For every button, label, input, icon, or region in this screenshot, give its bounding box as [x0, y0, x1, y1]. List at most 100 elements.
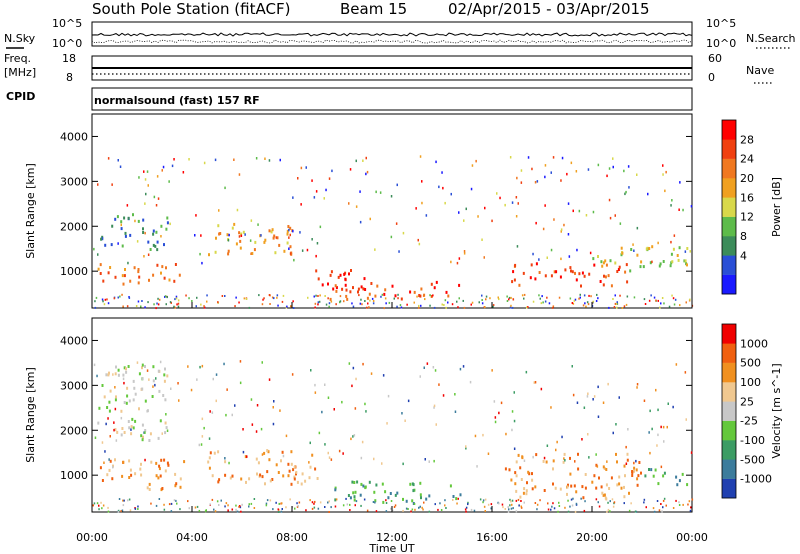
- clutter-cell: [317, 301, 320, 304]
- data-cell: [452, 495, 455, 498]
- sparse-cell: [260, 234, 262, 237]
- data-cell: [535, 262, 538, 266]
- data-cell: [167, 463, 170, 467]
- clutter-cell: [551, 505, 553, 508]
- sparse-cell: [351, 384, 353, 388]
- clutter-cell: [439, 502, 441, 505]
- data-cell: [231, 226, 234, 230]
- sparse-cell: [662, 164, 664, 167]
- sparse-cell: [456, 261, 459, 265]
- data-cell: [148, 488, 151, 491]
- clutter-cell: [342, 504, 345, 507]
- data-cell: [591, 480, 594, 484]
- clutter-cell: [498, 298, 500, 301]
- clutter-cell: [583, 509, 586, 512]
- sparse-cell: [560, 179, 562, 182]
- clutter-cell: [239, 506, 242, 509]
- clutter-cell: [501, 503, 504, 506]
- sparse-cell: [396, 183, 398, 187]
- data-cell: [544, 274, 547, 278]
- clutter-cell: [106, 298, 108, 301]
- data-cell: [662, 260, 665, 263]
- data-cell: [133, 386, 136, 390]
- sparse-cell: [113, 428, 115, 432]
- sparse-cell: [148, 378, 150, 381]
- data-cell: [525, 492, 528, 496]
- data-cell: [155, 461, 158, 465]
- clutter-cell: [407, 508, 409, 510]
- data-cell: [140, 434, 143, 438]
- clutter-cell: [188, 297, 190, 300]
- data-cell: [129, 279, 132, 283]
- sparse-cell: [200, 234, 202, 237]
- colorbar-label: Velocity [m s^-1]: [770, 363, 783, 458]
- sparse-cell: [107, 417, 109, 420]
- sparse-cell: [238, 173, 241, 176]
- sparse-cell: [136, 361, 139, 364]
- clutter-cell: [98, 508, 100, 511]
- clutter-cell: [490, 503, 493, 506]
- data-cell: [141, 387, 144, 391]
- data-cell: [344, 277, 347, 281]
- sparse-cell: [285, 434, 288, 438]
- data-cell: [376, 284, 379, 288]
- sparse-cell: [570, 161, 573, 165]
- clutter-cell: [265, 502, 268, 505]
- clutter-cell: [523, 297, 525, 300]
- clutter-cell: [335, 498, 338, 501]
- data-cell: [271, 478, 274, 481]
- data-cell: [98, 406, 101, 410]
- time-axis: 00:00 04:00 08:00 12:00 16:00 20:00 00:00: [76, 302, 708, 544]
- data-cell: [357, 287, 360, 291]
- sparse-cell: [209, 410, 211, 413]
- sparse-cell: [166, 429, 169, 432]
- sparse-cell: [214, 158, 217, 162]
- clutter-cell: [413, 503, 416, 505]
- clutter-cell: [351, 302, 353, 305]
- data-cell: [107, 271, 110, 275]
- data-cell: [362, 287, 365, 291]
- clutter-cell: [504, 508, 506, 510]
- data-cell: [445, 290, 448, 294]
- clutter-cell: [547, 508, 550, 511]
- clutter-cell: [141, 300, 143, 302]
- clutter-cell: [418, 506, 420, 509]
- clutter-cell: [595, 498, 598, 501]
- sparse-cell: [288, 228, 290, 232]
- data-cell: [552, 482, 554, 486]
- data-cell: [583, 274, 586, 278]
- clutter-cell: [485, 298, 487, 301]
- clutter-cell: [173, 305, 175, 308]
- sparse-cell: [365, 410, 367, 413]
- clutter-cell: [444, 299, 447, 302]
- data-cell: [631, 471, 634, 474]
- sparse-cell: [633, 461, 635, 465]
- sparse-cell: [523, 459, 526, 462]
- sparse-cell: [138, 176, 140, 179]
- colorbar-swatch: [722, 401, 736, 421]
- sparse-cell: [592, 210, 595, 214]
- nsearch-line: [91, 39, 693, 44]
- sparse-cell: [564, 459, 566, 462]
- clutter-cell: [489, 297, 491, 300]
- clutter-cell: [662, 499, 665, 502]
- data-cell: [163, 243, 165, 247]
- clutter-cell: [134, 507, 137, 510]
- data-cell: [525, 489, 528, 493]
- clutter-cell: [650, 294, 652, 297]
- clutter-cell: [324, 295, 326, 297]
- sparse-cell: [421, 201, 423, 205]
- sparse-cell: [272, 406, 274, 409]
- clutter-cell: [169, 301, 172, 304]
- data-cell: [286, 232, 289, 236]
- data-cell: [316, 477, 319, 480]
- clutter-cell: [607, 508, 610, 511]
- clutter-cell: [437, 508, 439, 511]
- data-cell: [455, 497, 458, 501]
- data-cell: [329, 297, 332, 301]
- data-cell: [155, 230, 158, 234]
- data-cell: [534, 485, 537, 489]
